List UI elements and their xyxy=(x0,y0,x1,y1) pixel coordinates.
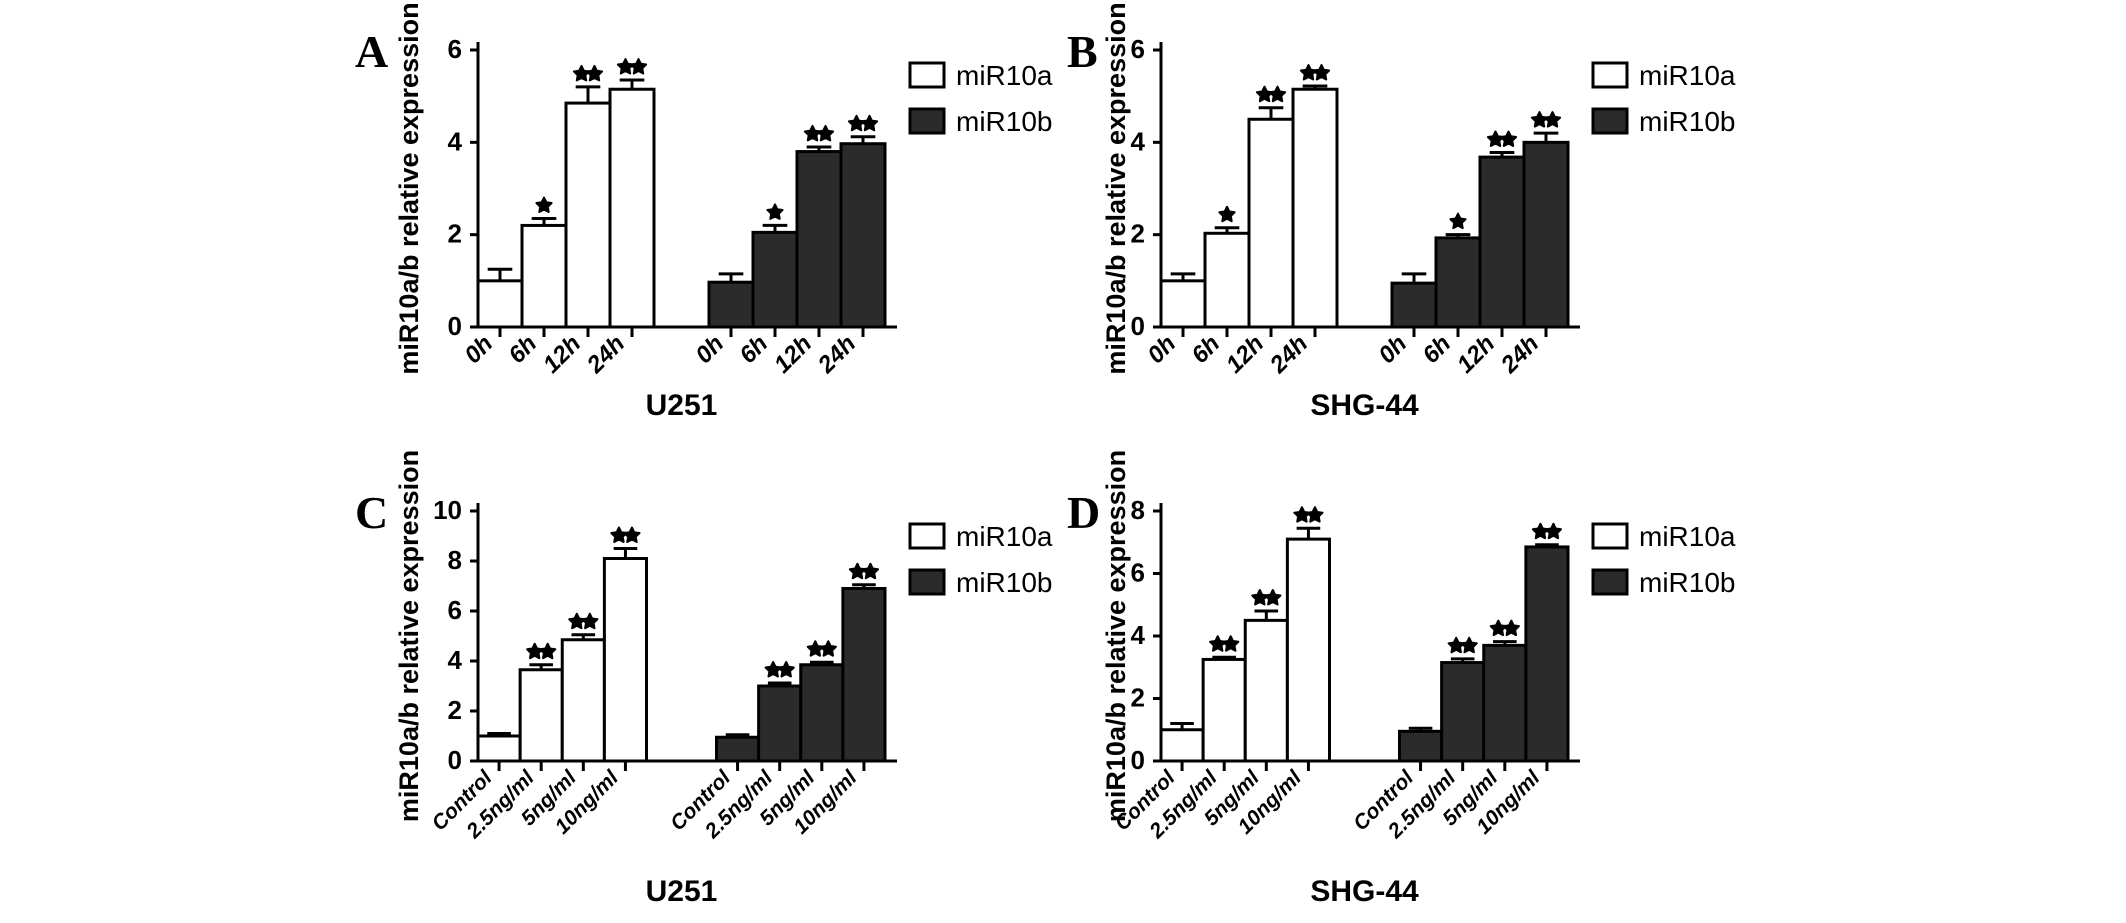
svg-text:6: 6 xyxy=(1131,558,1145,588)
svg-text:24h: 24h xyxy=(581,330,630,379)
svg-text:6: 6 xyxy=(448,595,462,625)
svg-text:SHG-44: SHG-44 xyxy=(1310,875,1419,908)
svg-text:12h: 12h xyxy=(1452,330,1500,378)
svg-text:miR10a/b relative expression: miR10a/b relative expression xyxy=(394,2,424,374)
svg-text:miR10b: miR10b xyxy=(956,567,1052,598)
svg-text:24h: 24h xyxy=(812,330,861,379)
svg-text:0: 0 xyxy=(1131,745,1145,775)
svg-text:6h: 6h xyxy=(1186,330,1225,369)
svg-text:24h: 24h xyxy=(1495,330,1544,379)
svg-text:2: 2 xyxy=(448,219,462,249)
svg-text:2: 2 xyxy=(1131,683,1145,713)
svg-text:12h: 12h xyxy=(1221,330,1269,378)
svg-text:miR10a: miR10a xyxy=(1639,521,1736,552)
svg-text:0h: 0h xyxy=(690,330,729,369)
svg-text:8: 8 xyxy=(1131,495,1145,525)
svg-text:miR10b: miR10b xyxy=(1639,567,1735,598)
svg-text:6h: 6h xyxy=(1417,330,1456,369)
svg-text:12h: 12h xyxy=(769,330,817,378)
svg-text:SHG-44: SHG-44 xyxy=(1310,389,1419,422)
svg-text:miR10a: miR10a xyxy=(1639,60,1736,91)
svg-text:miR10a: miR10a xyxy=(956,521,1053,552)
svg-text:0: 0 xyxy=(1131,311,1145,341)
svg-text:0h: 0h xyxy=(459,330,498,369)
svg-text:0h: 0h xyxy=(1142,330,1181,369)
svg-text:miR10a/b relative expression: miR10a/b relative expression xyxy=(1101,2,1131,374)
svg-text:0h: 0h xyxy=(1373,330,1412,369)
svg-text:0: 0 xyxy=(448,745,462,775)
svg-text:0: 0 xyxy=(448,311,462,341)
svg-text:12h: 12h xyxy=(538,330,586,378)
svg-text:24h: 24h xyxy=(1264,330,1313,379)
svg-text:10: 10 xyxy=(433,495,462,525)
svg-text:miR10b: miR10b xyxy=(1639,106,1735,137)
svg-text:6h: 6h xyxy=(734,330,773,369)
svg-text:miR10a/b relative expression: miR10a/b relative expression xyxy=(1101,450,1131,822)
svg-text:miR10b: miR10b xyxy=(956,106,1052,137)
svg-text:U251: U251 xyxy=(646,875,718,908)
svg-text:miR10a: miR10a xyxy=(956,60,1053,91)
svg-text:U251: U251 xyxy=(646,389,718,422)
svg-text:2: 2 xyxy=(1131,219,1145,249)
svg-text:4: 4 xyxy=(1131,126,1146,156)
svg-text:8: 8 xyxy=(448,545,462,575)
svg-text:2: 2 xyxy=(448,695,462,725)
svg-text:4: 4 xyxy=(1131,620,1146,650)
svg-text:6: 6 xyxy=(1131,34,1145,64)
svg-text:4: 4 xyxy=(448,126,463,156)
svg-text:4: 4 xyxy=(448,645,463,675)
svg-text:miR10a/b relative expression: miR10a/b relative expression xyxy=(394,450,424,822)
svg-text:6: 6 xyxy=(448,34,462,64)
svg-text:6h: 6h xyxy=(503,330,542,369)
